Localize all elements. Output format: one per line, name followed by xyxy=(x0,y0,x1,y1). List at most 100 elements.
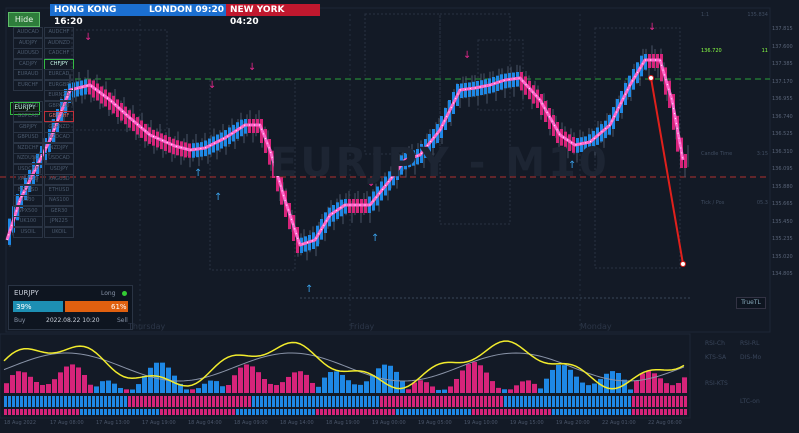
pair-button-jpn225[interactable]: JPN225 xyxy=(44,216,74,227)
signal-strip-bar xyxy=(348,396,351,407)
pair-button-audnzd[interactable]: AUDNZD xyxy=(44,37,74,49)
time-tick-label: 19 Aug 20:00 xyxy=(556,420,590,426)
sub-label-3: KTS-SA xyxy=(705,354,727,361)
pair-button-nas100[interactable]: NAS100 xyxy=(44,195,74,206)
signal-strip-bar xyxy=(420,396,423,407)
pair-button-ger30[interactable]: GER30 xyxy=(44,205,74,217)
histogram-bar xyxy=(274,385,279,393)
signal-strip-bar xyxy=(436,396,439,407)
signal-strip-bar xyxy=(260,396,263,407)
histogram-bar xyxy=(514,385,519,393)
pair-button-eurnzd[interactable]: EURNZD xyxy=(44,90,74,101)
pair-button-nzdchf[interactable]: NZDCHF xyxy=(13,142,43,154)
pair-button-nzdcad[interactable]: NZDCAD xyxy=(44,132,74,143)
signal-strip-bar xyxy=(112,396,115,407)
histogram-bar xyxy=(244,364,249,393)
pair-button-gbpcad[interactable]: GBPCAD xyxy=(13,111,43,122)
pair-button-audusd[interactable]: AUDUSD xyxy=(13,48,43,59)
signal-strip-bar-2 xyxy=(652,409,655,415)
signal-strip-bar xyxy=(640,396,643,407)
signal-strip-bar-2 xyxy=(640,409,643,415)
signal-strip-bar xyxy=(508,396,511,407)
pair-button-cadchf[interactable]: CADCHF xyxy=(44,48,74,59)
histogram-bar xyxy=(58,372,63,393)
price-tick-label: 136.740 xyxy=(772,113,793,120)
pair-button-btcusd[interactable]: BTCUSD xyxy=(13,184,43,196)
histogram-bar xyxy=(562,365,567,393)
pair-button-cadjpy[interactable]: CADJPY xyxy=(13,58,43,70)
candle-time-value: 3:15 xyxy=(756,151,768,157)
signal-strip-bar-2 xyxy=(512,409,515,415)
signal-strip-bar-2 xyxy=(212,409,215,415)
signal-strip-bar xyxy=(180,396,183,407)
sentiment-symbol: EURJPY xyxy=(14,289,39,297)
signal-strip-bar xyxy=(40,396,43,407)
signal-strip-bar xyxy=(396,396,399,407)
signal-strip-bar-2 xyxy=(92,409,95,415)
signal-strip-bar-2 xyxy=(76,409,79,415)
signal-strip-bar-2 xyxy=(96,409,99,415)
signal-strip-bar-2 xyxy=(176,409,179,415)
pair-button-gbpaud[interactable]: GBPAUD xyxy=(44,100,74,112)
pair-button-nzdusd[interactable]: NZDUSD xyxy=(13,153,43,164)
sell-arrow-icon: ↓ xyxy=(248,62,256,73)
pair-button-audchf[interactable]: AUDCHF xyxy=(44,27,74,38)
signal-strip-bar xyxy=(356,396,359,407)
signal-strip-bar xyxy=(512,396,515,407)
sell-label: Sell xyxy=(117,317,128,324)
pair-button-eurchf[interactable]: EURCHF xyxy=(13,79,43,91)
histogram-bar xyxy=(76,367,81,393)
signal-strip-bar xyxy=(12,396,15,407)
pair-button-chfjpy[interactable]: CHFJPY xyxy=(44,58,74,70)
pair-button-euraud[interactable]: EURAUD xyxy=(13,69,43,80)
pair-button-eurusd[interactable]: EURUSD xyxy=(13,100,43,112)
pair-button-xagusd[interactable]: XAGUSD xyxy=(44,174,74,185)
pair-button-gbpjpy[interactable]: GBPJPY xyxy=(13,121,43,133)
signal-strip-bar xyxy=(336,396,339,407)
signal-strip-bar-2 xyxy=(128,409,131,415)
pair-button-gbpnzd[interactable]: GBPNZD xyxy=(44,121,74,133)
sell-arrow-icon: ↓ xyxy=(367,178,375,189)
signal-strip-bar-2 xyxy=(32,409,35,415)
pair-button-ethusd[interactable]: ETHUSD xyxy=(44,184,74,196)
pair-button-audjpy[interactable]: AUDJPY xyxy=(13,37,43,49)
histogram-bar xyxy=(232,375,237,393)
sub-label-2: RSI-RL xyxy=(740,340,760,347)
pair-button-ukoil[interactable]: UKOIL xyxy=(44,226,74,238)
signal-strip-bar xyxy=(648,396,651,407)
signal-strip-bar-2 xyxy=(480,409,483,415)
pair-button-nzdjpy[interactable]: NZDJPY xyxy=(44,142,74,154)
histogram-bar xyxy=(460,370,465,393)
signal-strip-bar xyxy=(300,396,303,407)
signal-strip-bar xyxy=(476,396,479,407)
signal-strip-bar-2 xyxy=(168,409,171,415)
pair-button-eurgbp[interactable]: EURGBP xyxy=(44,79,74,91)
signal-strip-bar xyxy=(524,396,527,407)
pair-button-usdjpy[interactable]: USDJPY xyxy=(44,163,74,175)
signal-strip-bar-2 xyxy=(568,409,571,415)
signal-strip-bar-2 xyxy=(572,409,575,415)
hide-button[interactable]: Hide xyxy=(8,12,40,27)
pair-button-xauusd[interactable]: XAUUSD xyxy=(13,174,43,185)
signal-strip-bar xyxy=(248,396,251,407)
pair-button-us30[interactable]: US30 xyxy=(13,195,43,206)
price-tick-label: 137.170 xyxy=(772,78,793,85)
signal-strip-bar-2 xyxy=(132,409,135,415)
pair-button-gbpusd[interactable]: GBPUSD xyxy=(13,132,43,143)
pair-button-usdchf[interactable]: USDCHF xyxy=(13,163,43,175)
pair-button-spx500[interactable]: SPX500 xyxy=(13,205,43,217)
signal-strip-bar-2 xyxy=(84,409,87,415)
pair-button-audcad[interactable]: AUDCAD xyxy=(13,27,43,38)
true-tl-button[interactable]: TrueTL xyxy=(736,297,766,309)
time-tick-label: 19 Aug 10:00 xyxy=(464,420,498,426)
signal-strip-bar-2 xyxy=(420,409,423,415)
pair-button-eurcad[interactable]: EURCAD xyxy=(44,69,74,80)
pair-button-usdcad[interactable]: USDCAD xyxy=(44,153,74,164)
signal-strip-bar-2 xyxy=(68,409,71,415)
signal-strip-bar xyxy=(116,396,119,407)
pair-button-usoil[interactable]: USOIL xyxy=(13,226,43,238)
pair-button-uk100[interactable]: UK100 xyxy=(13,216,43,227)
pair-button-gbpchf[interactable]: GBPCHF xyxy=(44,111,74,122)
signal-strip-bar-2 xyxy=(616,409,619,415)
